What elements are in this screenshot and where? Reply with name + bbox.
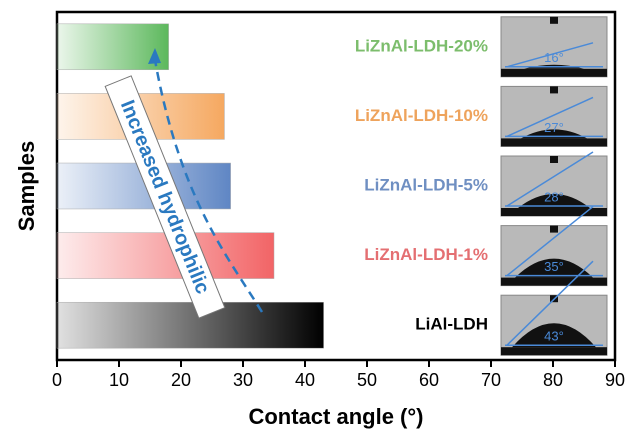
substrate bbox=[501, 138, 607, 146]
x-axis-label: Contact angle (°) bbox=[248, 404, 423, 429]
x-tick-label: 20 bbox=[171, 370, 191, 390]
droplet-angle: 35° bbox=[544, 259, 564, 274]
y-axis-label: Samples bbox=[14, 141, 39, 232]
bar bbox=[57, 302, 324, 348]
category-label: LiZnAl-LDH-5% bbox=[364, 175, 488, 194]
needle bbox=[550, 86, 558, 93]
x-tick-label: 80 bbox=[543, 370, 563, 390]
needle bbox=[550, 156, 558, 163]
droplet-angle: 43° bbox=[544, 329, 564, 344]
x-tick-label: 0 bbox=[52, 370, 62, 390]
x-tick-label: 90 bbox=[605, 370, 625, 390]
droplet-angle: 27° bbox=[544, 120, 564, 135]
substrate bbox=[501, 278, 607, 286]
x-tick-label: 40 bbox=[295, 370, 315, 390]
substrate bbox=[501, 208, 607, 216]
substrate bbox=[501, 69, 607, 77]
needle bbox=[550, 226, 558, 233]
substrate bbox=[501, 347, 607, 355]
bar bbox=[57, 233, 274, 279]
chart: Contact angle (°) Samples Increased hydr… bbox=[0, 0, 630, 435]
category-label: LiZnAl-LDH-1% bbox=[364, 245, 488, 264]
needle bbox=[550, 17, 558, 24]
x-tick-label: 10 bbox=[109, 370, 129, 390]
category-label: LiZnAl-LDH-20% bbox=[355, 36, 488, 55]
x-tick-label: 60 bbox=[419, 370, 439, 390]
x-tick-label: 30 bbox=[233, 370, 253, 390]
x-tick-label: 50 bbox=[357, 370, 377, 390]
x-tick-label: 70 bbox=[481, 370, 501, 390]
category-label: LiAl-LDH bbox=[415, 315, 488, 334]
category-label: LiZnAl-LDH-10% bbox=[355, 106, 488, 125]
droplet-angle: 16° bbox=[544, 50, 564, 65]
droplet-angle: 28° bbox=[544, 189, 564, 204]
